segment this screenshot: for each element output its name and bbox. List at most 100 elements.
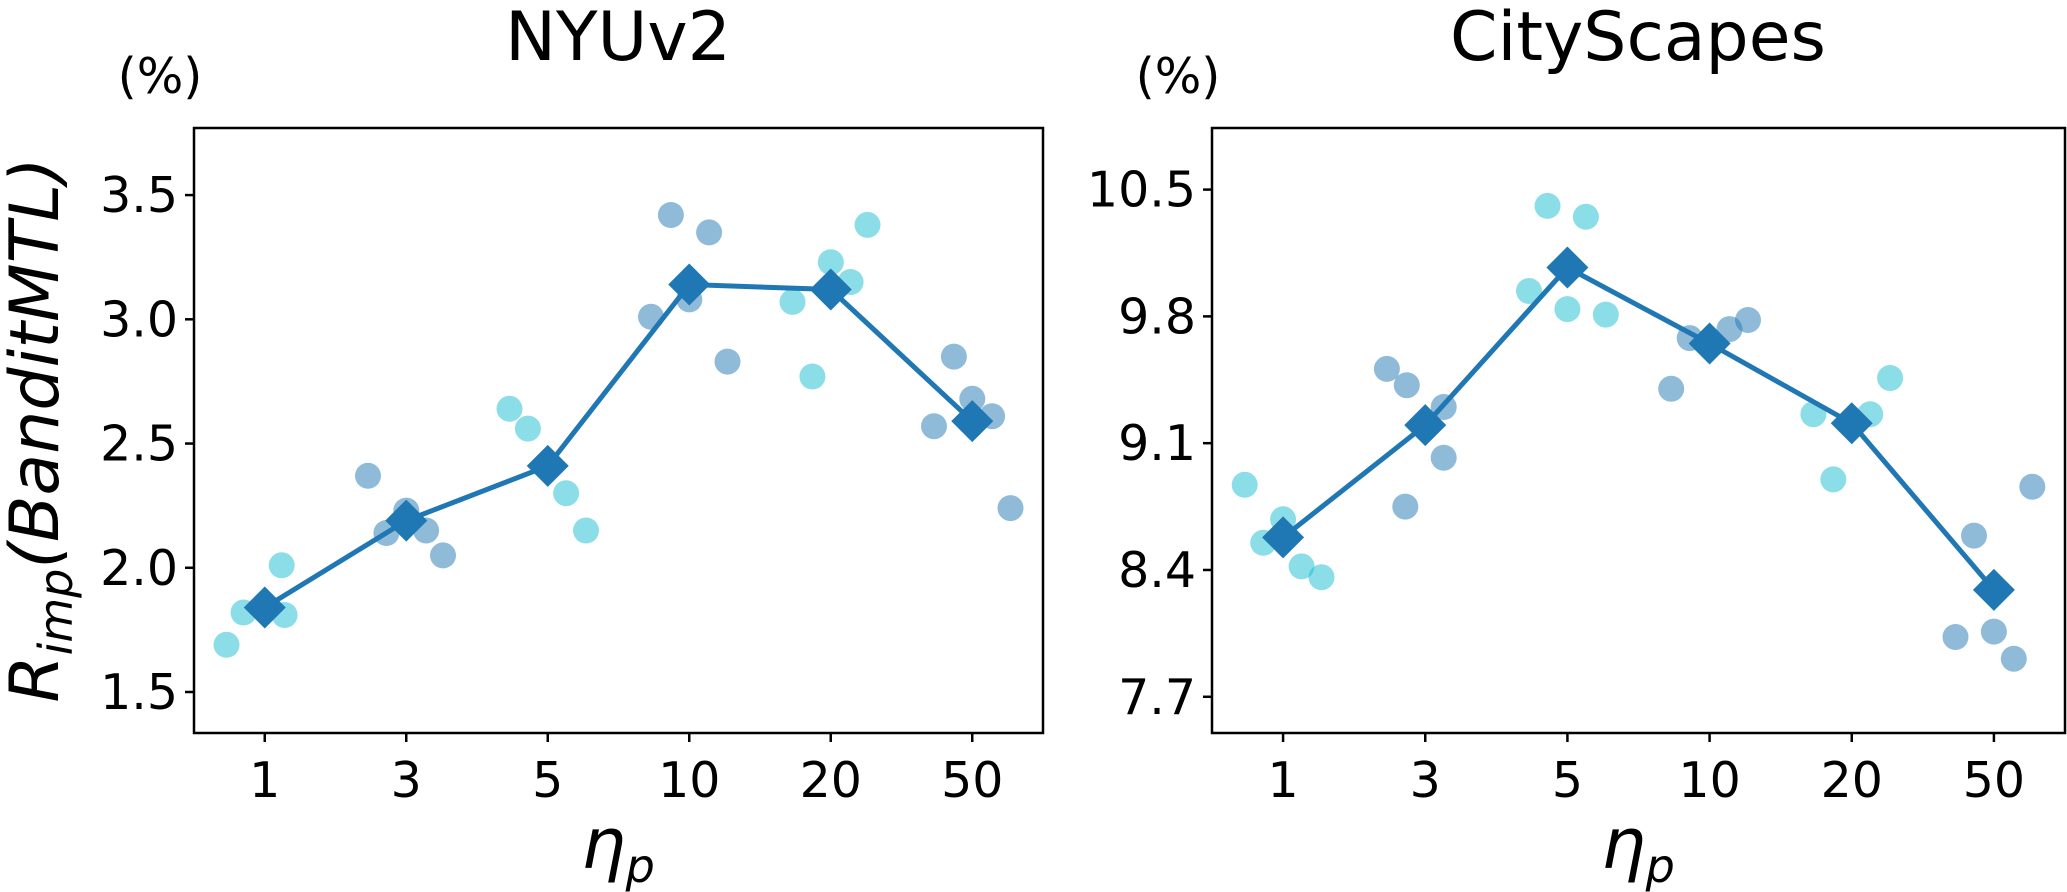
axes-frame bbox=[192, 126, 1045, 735]
mean-marker-diamond bbox=[668, 263, 711, 306]
scatter-point bbox=[1231, 471, 1258, 498]
scatter-point bbox=[1592, 301, 1619, 328]
mean-marker-diamond bbox=[1404, 404, 1447, 447]
scatter-point bbox=[696, 219, 723, 246]
scatter-point bbox=[1877, 365, 1904, 391]
chart-panel-cityscapes: CityScapes (%) 7.7 8.4 9.1 9.8 10.5 1 3 5 10 20 50… bbox=[1087, 0, 2067, 892]
y-axis: 1.5 2.0 2.5 3.0 3.5 bbox=[100, 167, 194, 721]
scatter-point bbox=[1942, 624, 1969, 650]
x-tick-label: 50 bbox=[941, 752, 1003, 809]
x-axis: 1 3 5 10 20 50 bbox=[1267, 733, 2025, 809]
scatter-point bbox=[1961, 522, 1987, 549]
scatter-point bbox=[940, 343, 967, 370]
scatter-point bbox=[1308, 564, 1335, 591]
scatter-point bbox=[657, 202, 684, 228]
mean-marker-diamond bbox=[1546, 246, 1589, 289]
x-tick-label: 3 bbox=[391, 752, 422, 809]
scatter-point bbox=[496, 395, 523, 422]
scatter-point bbox=[1430, 444, 1457, 471]
y-axis-label-subscript: imp bbox=[29, 569, 83, 656]
scatter-points bbox=[1231, 192, 2046, 672]
mean-line bbox=[1281, 264, 1996, 592]
x-tick-label: 10 bbox=[658, 752, 720, 809]
unit-label: (%) bbox=[118, 48, 203, 105]
scatter-point bbox=[959, 385, 986, 412]
mean-marker-diamond bbox=[951, 400, 994, 443]
x-axis-label-main: η bbox=[581, 803, 625, 885]
y-tick-label: 9.1 bbox=[1118, 415, 1196, 472]
x-axis-label: ηp bbox=[1601, 803, 1675, 892]
scatter-point bbox=[1534, 192, 1561, 219]
x-axis-label-main: η bbox=[1601, 803, 1645, 885]
mean-line bbox=[263, 281, 975, 610]
x-tick-label: 5 bbox=[1552, 752, 1583, 809]
scatter-point bbox=[1373, 355, 1400, 382]
scatter-point bbox=[514, 415, 541, 442]
plot-area: 7.7 8.4 9.1 9.8 10.5 1 3 5 10 20 50 bbox=[1087, 126, 2067, 809]
y-tick-label: 9.8 bbox=[1118, 288, 1196, 345]
scatter-point bbox=[799, 363, 826, 390]
scatter-point bbox=[1980, 618, 2007, 645]
y-axis-label-rest: (BanditMTL) bbox=[0, 157, 75, 568]
scatter-point bbox=[1572, 203, 1599, 230]
scatter-point bbox=[1554, 296, 1581, 323]
scatter-point bbox=[1392, 493, 1419, 520]
x-tick-label: 5 bbox=[532, 752, 563, 809]
unit-label: (%) bbox=[1136, 48, 1221, 105]
scatter-point bbox=[553, 480, 580, 507]
scatter-point bbox=[1716, 316, 1743, 343]
plot-area: 1.5 2.0 2.5 3.0 3.5 1 3 5 10 20 50 bbox=[100, 126, 1045, 809]
x-axis-label-subscript: p bbox=[625, 839, 655, 892]
x-axis-label-subscript: p bbox=[1645, 839, 1675, 892]
mean-marker-diamond bbox=[1262, 516, 1305, 559]
chart-panel-nyuv2: NYUv2 (%) 1.5 2.0 2.5 3.0 3.5 1 3 5 10 20 50 ηp bbox=[100, 0, 1045, 892]
x-axis: 1 3 5 10 20 50 bbox=[249, 733, 1003, 809]
mean-marker-diamond bbox=[1972, 568, 2015, 611]
x-tick-label: 20 bbox=[800, 752, 862, 809]
scatter-point bbox=[779, 288, 806, 315]
x-tick-label: 10 bbox=[1678, 752, 1740, 809]
mean-marker-diamond bbox=[526, 444, 569, 487]
mean-marker-diamond bbox=[385, 499, 428, 542]
chart-title: CityScapes bbox=[1450, 0, 1826, 77]
y-tick-label: 3.5 bbox=[100, 167, 178, 224]
scatter-points bbox=[213, 202, 1024, 658]
mean-markers bbox=[1262, 246, 2015, 611]
y-axis: 7.7 8.4 9.1 9.8 10.5 bbox=[1087, 162, 1212, 726]
scatter-point bbox=[854, 211, 881, 238]
scatter-point bbox=[1288, 553, 1315, 580]
scatter-point bbox=[213, 631, 240, 658]
mean-markers bbox=[243, 263, 994, 629]
scatter-point bbox=[355, 462, 381, 489]
x-tick-label: 3 bbox=[1410, 752, 1441, 809]
chart-title: NYUv2 bbox=[505, 0, 731, 77]
y-axis-label: Rimp(BanditMTL) bbox=[0, 157, 83, 702]
y-tick-label: 1.5 bbox=[100, 664, 178, 721]
mean-marker-diamond bbox=[809, 268, 852, 311]
x-tick-label: 20 bbox=[1821, 752, 1883, 809]
scatter-point bbox=[268, 552, 295, 579]
y-tick-label: 3.0 bbox=[100, 291, 178, 348]
scatter-point bbox=[1820, 466, 1847, 493]
scatter-point bbox=[921, 413, 947, 440]
scatter-point bbox=[2000, 645, 2027, 672]
y-tick-label: 8.4 bbox=[1118, 542, 1196, 599]
axes-frame bbox=[1210, 126, 2067, 735]
y-tick-label: 2.0 bbox=[100, 540, 178, 597]
y-tick-label: 2.5 bbox=[100, 416, 178, 473]
scatter-point bbox=[1658, 375, 1685, 402]
x-tick-label: 1 bbox=[249, 752, 280, 809]
x-tick-label: 1 bbox=[1267, 752, 1298, 809]
scatter-point bbox=[1516, 278, 1542, 304]
scatter-point bbox=[1393, 372, 1420, 399]
scatter-point bbox=[817, 249, 844, 276]
mean-marker-diamond bbox=[1688, 322, 1731, 365]
y-tick-label: 10.5 bbox=[1087, 162, 1196, 219]
x-axis-label: ηp bbox=[581, 803, 655, 892]
x-tick-label: 50 bbox=[1963, 752, 2025, 809]
scatter-point bbox=[2019, 473, 2046, 500]
y-tick-label: 7.7 bbox=[1118, 669, 1196, 726]
y-axis-label-main: R bbox=[0, 655, 75, 702]
scatter-point bbox=[430, 542, 456, 569]
